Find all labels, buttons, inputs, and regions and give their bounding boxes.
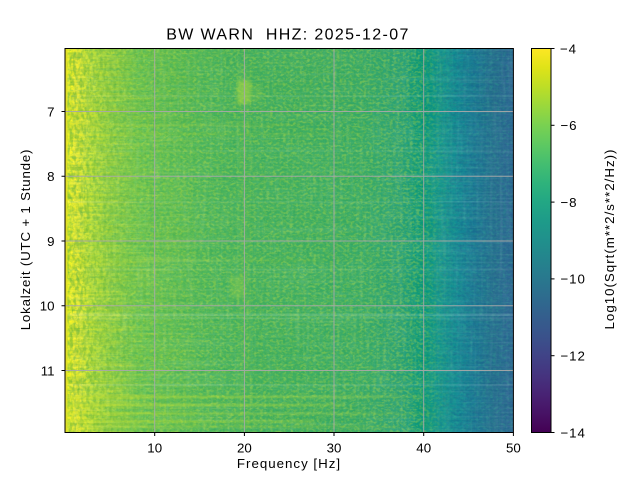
svg-text:−8: −8	[561, 195, 578, 210]
svg-text:Log10(Sqrt(m**2/s**2/Hz)): Log10(Sqrt(m**2/s**2/Hz))	[602, 149, 617, 330]
svg-text:30: 30	[327, 441, 342, 456]
svg-text:50: 50	[506, 441, 521, 456]
svg-text:−12: −12	[561, 349, 586, 364]
svg-text:40: 40	[416, 441, 431, 456]
svg-text:10: 10	[40, 299, 55, 314]
svg-text:Lokalzeit (UTC + 1 Stunde): Lokalzeit (UTC + 1 Stunde)	[18, 149, 33, 331]
svg-text:11: 11	[41, 363, 55, 378]
svg-text:9: 9	[47, 234, 54, 249]
svg-text:20: 20	[237, 441, 252, 456]
svg-text:BW WARN HHZ: 2025-12-07: BW WARN HHZ: 2025-12-07	[166, 27, 409, 44]
svg-text:7: 7	[47, 104, 54, 119]
svg-text:−6: −6	[561, 118, 578, 133]
svg-text:8: 8	[47, 169, 54, 184]
svg-text:Frequency [Hz]: Frequency [Hz]	[237, 456, 341, 471]
svg-text:−10: −10	[561, 272, 586, 287]
svg-text:−4: −4	[560, 41, 577, 56]
svg-text:10: 10	[147, 441, 162, 456]
svg-text:−14: −14	[561, 425, 586, 440]
